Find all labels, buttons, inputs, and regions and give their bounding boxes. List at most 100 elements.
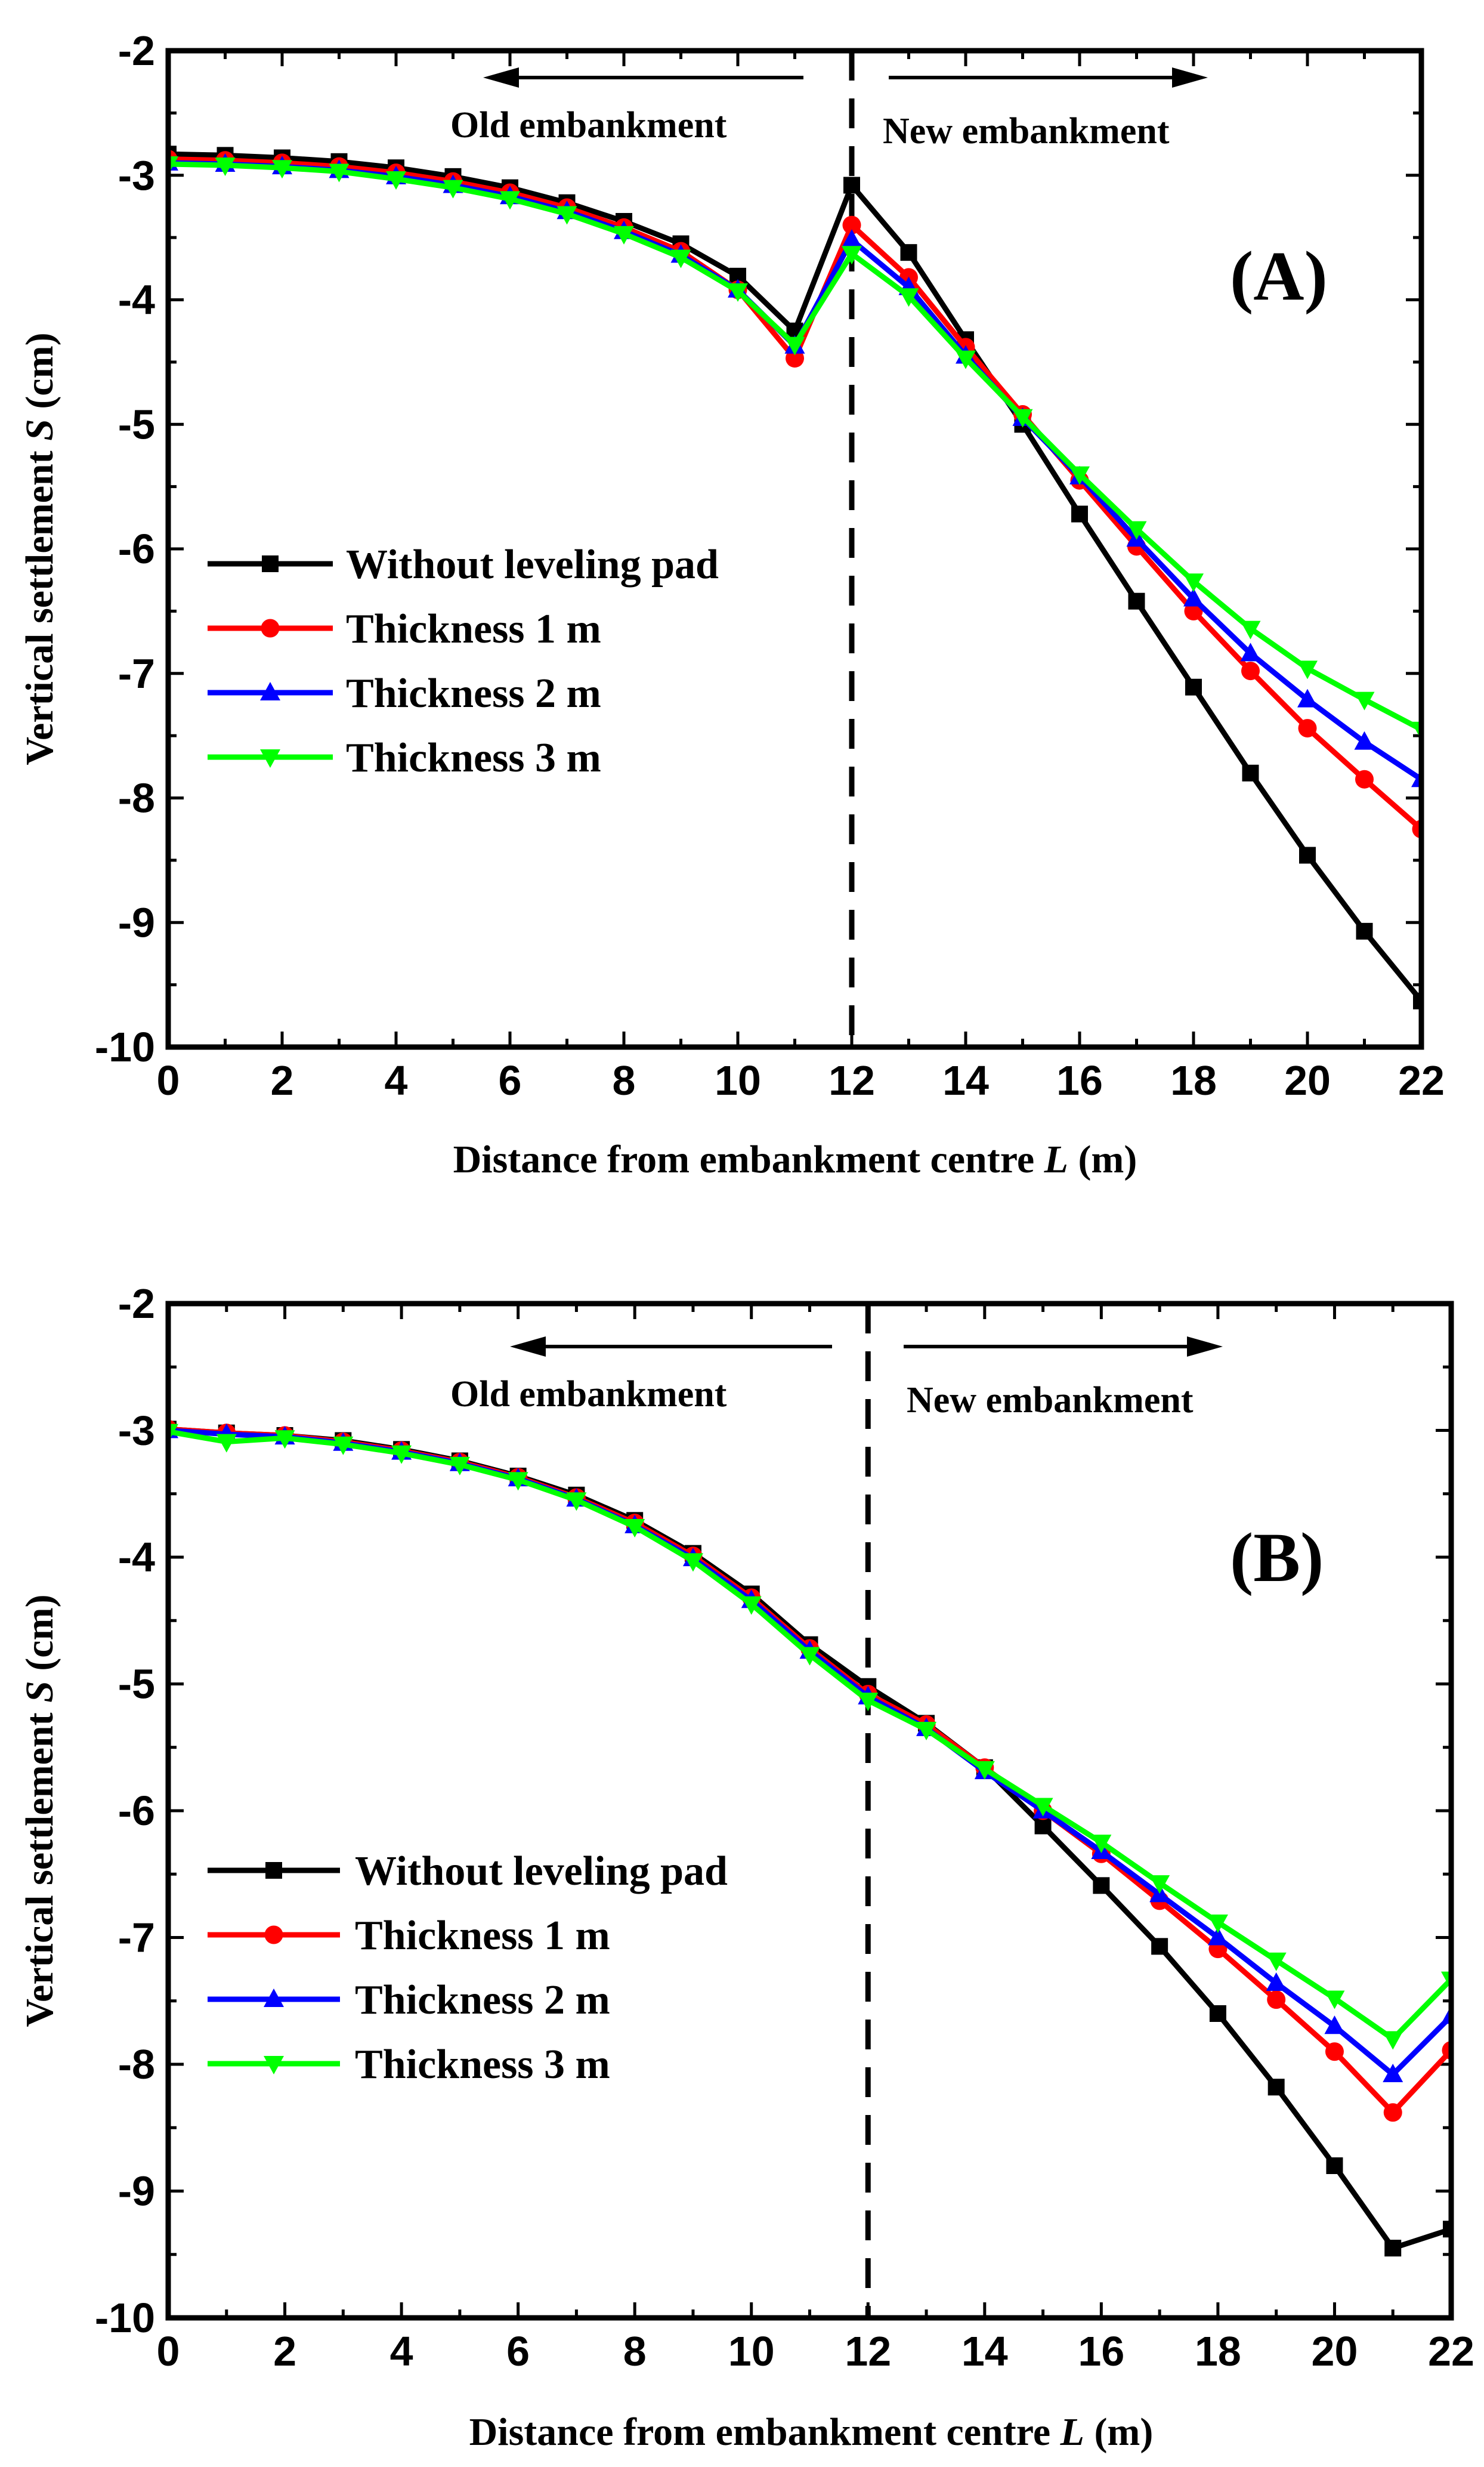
data-point <box>1298 719 1317 738</box>
legend-entry-label: Thickness 2 m <box>355 1977 610 2023</box>
x-tick-label: 14 <box>961 2328 1008 2375</box>
data-point <box>728 283 748 302</box>
y-axis-title: Vertical settlement S (cm) <box>18 1594 61 2027</box>
y-tick-label: -4 <box>118 277 155 323</box>
data-point <box>1355 770 1374 789</box>
data-point <box>329 163 350 183</box>
x-tick-label: 10 <box>715 1057 761 1104</box>
legend-marker <box>262 555 279 572</box>
y-tick-label: -7 <box>118 1915 155 1961</box>
data-point <box>1069 466 1090 485</box>
y-tick-label: -6 <box>118 526 155 572</box>
data-point <box>1012 409 1033 428</box>
plot-frame <box>165 48 1424 1050</box>
chart-panel-b: 0 2 4 6 8 10 12 14 16 18 20 22 -2 -3 -4 -5 -6 -7 -8 -9 -10 Ol… <box>18 1280 1474 2454</box>
old-embankment-label: Old embankment <box>450 1374 727 1415</box>
data-point <box>1149 1875 1170 1894</box>
old-arrow-head <box>510 1336 546 1357</box>
x-tick-label: 4 <box>385 1057 408 1104</box>
x-tick-label: 20 <box>1312 2328 1358 2375</box>
y-tick-label: -10 <box>95 2295 155 2341</box>
data-point <box>670 249 691 268</box>
x-tick-label: 16 <box>1078 2328 1124 2375</box>
data-point <box>1383 2064 1403 2082</box>
x-tick-label: 6 <box>506 2328 530 2375</box>
plot-frame <box>165 1301 1454 2321</box>
data-point <box>1128 592 1145 610</box>
data-point <box>916 1722 937 1740</box>
legend-entry-label: Without leveling pad <box>355 1848 728 1894</box>
data-point <box>1183 588 1204 607</box>
data-point <box>508 1472 528 1491</box>
data-point <box>216 1434 237 1453</box>
y-tick-label: -8 <box>118 2041 155 2088</box>
new-embankment-label: New embankment <box>883 111 1170 152</box>
data-point <box>974 1761 995 1780</box>
data-point <box>843 177 860 194</box>
x-tick-label: 10 <box>728 2328 775 2375</box>
data-point <box>1207 1915 1228 1933</box>
new-arrow-head <box>1172 67 1208 88</box>
data-point <box>1354 731 1375 750</box>
data-point <box>1126 521 1147 540</box>
data-point <box>784 336 805 356</box>
data-point <box>1240 643 1261 662</box>
y-tick-label: -2 <box>118 27 155 74</box>
data-point <box>898 288 919 307</box>
data-point <box>1267 2079 1285 2096</box>
data-point <box>1267 1990 1286 2009</box>
x-tick-label: 22 <box>1428 2328 1474 2375</box>
data-point <box>842 229 862 248</box>
tick-labels: 0 2 4 6 8 10 12 14 16 18 20 22 -2 -3 -4 -5 -6 -7 -8 -9 -10 <box>95 1280 1474 2375</box>
direction-arrows <box>483 67 1208 88</box>
data-point <box>1209 2005 1226 2022</box>
x-tick-label: 22 <box>1398 1057 1445 1104</box>
y-tick-label: -3 <box>118 1407 155 1454</box>
data-point <box>556 206 577 225</box>
data-point <box>956 350 976 369</box>
panel-label: (A) <box>1230 237 1328 315</box>
legend: Without leveling pad Thickness 1 m Thickne… <box>208 542 719 781</box>
data-point <box>1032 1798 1053 1817</box>
data-point <box>1326 2157 1343 2174</box>
y-tick-label: -10 <box>95 1024 155 1070</box>
y-tick-label: -2 <box>118 1280 155 1327</box>
data-point <box>842 246 862 265</box>
data-point <box>1207 1926 1228 1946</box>
data-point <box>274 1430 295 1449</box>
data-point <box>333 1436 354 1455</box>
chart-panel-a: 0 2 4 6 8 10 12 14 16 18 20 22 -2 -3 -4 -5 -6 -7 -8 -9 -10 Ol… <box>18 27 1445 1181</box>
data-point <box>858 1693 879 1712</box>
data-point <box>1356 922 1373 940</box>
x-tick-label: 0 <box>157 2328 180 2375</box>
x-axis-title: Distance from embankment centre L (m) <box>469 2410 1154 2454</box>
y-tick-label: -5 <box>118 1661 155 1708</box>
x-tick-label: 4 <box>390 2328 413 2375</box>
x-tick-label: 12 <box>828 1057 875 1104</box>
data-point <box>741 1596 762 1615</box>
x-tick-label: 20 <box>1284 1057 1331 1104</box>
y-tick-label: -4 <box>118 1534 155 1580</box>
data-point <box>1324 1990 1345 2009</box>
data-point <box>500 191 520 210</box>
old-arrow-head <box>483 67 519 88</box>
data-point <box>1242 764 1259 782</box>
y-tick-label: -3 <box>118 152 155 199</box>
data-point <box>1299 847 1316 864</box>
data-point <box>1151 1938 1168 1955</box>
data-point <box>1266 1952 1287 1971</box>
new-arrow-head <box>1187 1336 1223 1357</box>
data-point <box>1185 678 1202 696</box>
data-point <box>1324 2015 1345 2034</box>
legend-marker <box>260 749 280 768</box>
legend-entry-label: Thickness 1 m <box>355 1913 610 1959</box>
legend-entry-label: Thickness 1 m <box>346 606 601 652</box>
x-tick-label: 2 <box>273 2328 296 2375</box>
y-tick-label: -5 <box>118 401 155 447</box>
series-group <box>168 146 1421 1009</box>
x-tick-label: 6 <box>499 1057 522 1104</box>
data-point <box>614 226 634 245</box>
data-point <box>1091 1835 1112 1854</box>
